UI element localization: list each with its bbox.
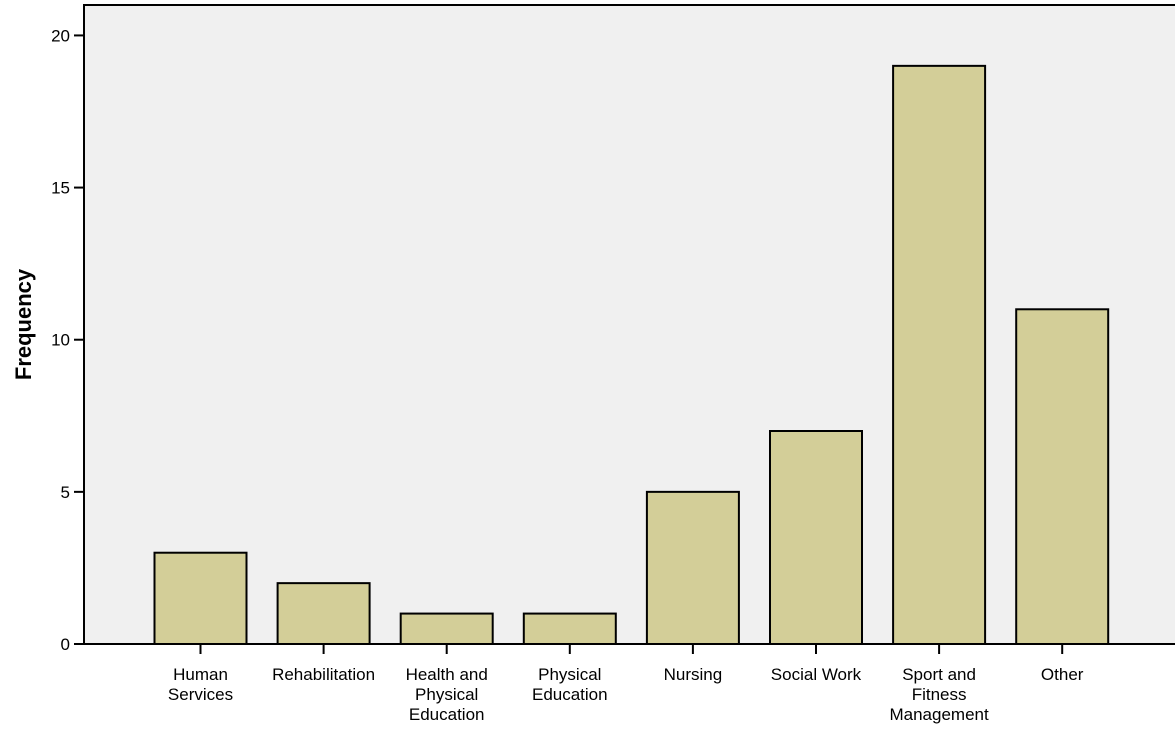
bar-4	[645, 490, 740, 645]
y-axis-title: Frequency	[11, 268, 36, 380]
x-tick-label-2: Health and Physical Education	[406, 665, 488, 724]
x-tick-label-line: Management	[889, 705, 989, 724]
y-tick-label-10: 10	[51, 331, 70, 350]
y-tick-label-5: 5	[61, 483, 70, 502]
bar-5	[769, 430, 863, 645]
plot-area	[83, 4, 1175, 645]
bar-1	[276, 582, 371, 646]
bar-0	[153, 551, 248, 646]
bar-2	[399, 612, 494, 645]
bar-3	[522, 612, 617, 645]
x-tick-label-line: Physical	[538, 665, 601, 684]
x-tick-label-5: Social Work	[771, 665, 862, 684]
x-tick-label-line: Rehabilitation	[272, 665, 375, 684]
x-tick-label-line: Education	[532, 685, 608, 704]
bar-6	[892, 64, 987, 646]
x-tick-label-line: Other	[1041, 665, 1084, 684]
x-tick-label-0: Human Services	[168, 665, 233, 704]
x-tick-label-line: Health and	[406, 665, 488, 684]
x-tick-label-6: Sport and Fitness Management	[889, 665, 989, 724]
x-tick-label-line: Fitness	[912, 685, 967, 704]
y-tick-label-15: 15	[51, 179, 70, 198]
x-tick-label-line: Physical	[415, 685, 478, 704]
bars-group	[84, 64, 1175, 646]
x-tick-label-line: Social Work	[771, 665, 862, 684]
x-tick-label-line: Human	[173, 665, 228, 684]
bar-7	[1015, 308, 1110, 645]
x-tick-label-1: Rehabilitation	[272, 665, 375, 684]
x-tick-label-3: Physical Education	[532, 665, 608, 704]
x-tick-label-7: Other	[1041, 665, 1084, 684]
y-tick-label-0: 0	[61, 635, 70, 654]
x-tick-label-4: Nursing	[664, 665, 723, 684]
x-tick-label-line: Sport and	[902, 665, 976, 684]
y-axis: 0 5 10 15 20	[51, 26, 84, 654]
y-tick-label-20: 20	[51, 26, 70, 45]
x-tick-label-line: Services	[168, 685, 233, 704]
x-tick-label-line: Nursing	[664, 665, 723, 684]
x-tick-label-line: Education	[409, 705, 485, 724]
